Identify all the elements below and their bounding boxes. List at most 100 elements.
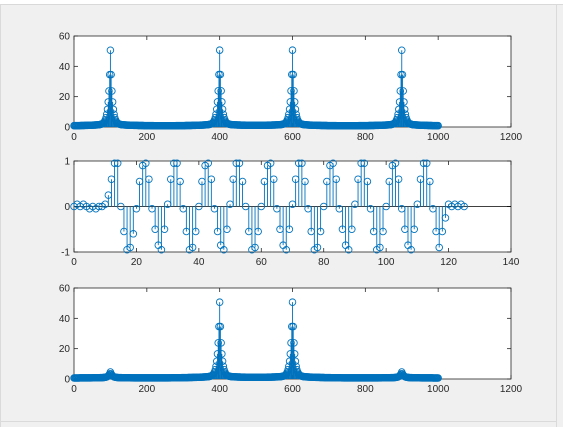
x-tick-label: 20 <box>131 257 143 268</box>
stem-marker <box>218 357 227 366</box>
stem-marker <box>223 225 231 233</box>
stem-marker <box>288 298 297 306</box>
stem-marker <box>235 159 244 168</box>
x-tick-label: 120 <box>440 257 457 268</box>
stem-marker <box>126 243 134 252</box>
stem-marker <box>298 159 306 168</box>
stem-marker <box>290 98 299 106</box>
stem-marker <box>434 121 442 130</box>
stem-marker <box>160 225 169 233</box>
stem-marker <box>441 214 450 222</box>
stem-marker <box>285 225 294 233</box>
stem-marker <box>270 175 278 183</box>
stem-marker <box>394 175 403 183</box>
stem-marker <box>289 322 297 331</box>
stem-marker <box>400 105 409 114</box>
stem-marker <box>145 175 153 183</box>
stem-marker <box>292 362 300 370</box>
stem-marker <box>106 46 115 54</box>
stem-marker <box>360 159 369 168</box>
stem-marker <box>407 245 415 254</box>
stem-marker <box>400 98 408 106</box>
y-tick-label: 60 <box>59 284 71 295</box>
x-tick-label: 200 <box>138 384 155 395</box>
stem-marker <box>238 177 247 186</box>
x-tick-label: 0 <box>71 257 77 268</box>
stem-marker <box>254 227 262 236</box>
x-tick-label: 400 <box>211 132 228 143</box>
stem-marker <box>218 98 226 106</box>
stem-marker <box>191 227 200 236</box>
stem-marker <box>132 205 141 213</box>
stem-marker <box>363 177 372 186</box>
stem-marker <box>216 322 225 331</box>
stem-marker <box>287 87 295 95</box>
stem-marker <box>108 98 117 106</box>
y-tick-label: 0 <box>64 202 70 213</box>
stem-marker <box>460 202 468 211</box>
x-tick-label: 1200 <box>500 384 523 395</box>
y-tick-label: -1 <box>61 248 70 259</box>
x-tick-label: 800 <box>357 132 374 143</box>
y-tick-label: 1 <box>64 157 70 168</box>
stem-marker <box>157 245 166 254</box>
stem-marker <box>219 362 228 370</box>
x-tick-label: 800 <box>357 384 374 395</box>
stem-marker <box>398 70 407 79</box>
stem-marker <box>220 245 228 254</box>
stem-marker <box>435 243 443 252</box>
stem-marker <box>219 110 228 118</box>
stem-marker <box>251 243 259 252</box>
x-tick-label: 0 <box>71 132 77 143</box>
stem-marker <box>173 159 181 168</box>
stem-marker <box>396 87 405 95</box>
y-tick-label: 40 <box>59 62 71 73</box>
stem-marker <box>217 87 225 95</box>
stem-marker <box>292 110 300 118</box>
stem-marker <box>113 159 122 168</box>
window-right-edge <box>556 4 557 427</box>
x-tick-label: 80 <box>318 257 330 268</box>
stem-marker <box>290 87 298 95</box>
stem-marker <box>289 70 297 79</box>
stem-marker <box>107 70 115 79</box>
stem-marker <box>287 339 295 347</box>
stem-marker <box>344 245 353 254</box>
x-tick-label: 1000 <box>427 384 450 395</box>
stem-marker <box>422 159 431 168</box>
stem-marker <box>401 110 410 119</box>
stem-marker <box>329 159 337 168</box>
stem-marker <box>108 87 116 95</box>
stem-marker <box>215 46 224 54</box>
x-tick-label: 1200 <box>500 132 523 143</box>
stem-marker <box>217 339 225 347</box>
stem-marker <box>215 298 224 306</box>
stem-marker <box>218 350 226 358</box>
window-left-edge <box>0 4 1 427</box>
x-tick-label: 60 <box>256 257 268 268</box>
window-bottom-edge <box>0 421 557 422</box>
x-tick-label: 40 <box>193 257 205 268</box>
x-tick-label: 600 <box>284 384 301 395</box>
stem-marker <box>129 230 138 238</box>
stem-marker <box>109 105 118 114</box>
stem-marker <box>218 105 227 114</box>
x-tick-label: 1000 <box>427 132 450 143</box>
stem-marker <box>290 350 299 358</box>
stem-marker <box>426 177 434 186</box>
stem-marker <box>188 243 197 252</box>
axes-1: 0 200 400 600 800 1000 1200 0 20 40 60 <box>59 32 523 144</box>
stem-marker <box>216 70 225 79</box>
x-tick-label: 200 <box>138 132 155 143</box>
stem-marker <box>379 227 387 236</box>
axes-3: 0 200 400 600 800 1000 1200 0 20 40 60 <box>59 284 523 396</box>
stem-marker <box>266 159 275 168</box>
stem-marker <box>291 105 300 114</box>
y-tick-label: 0 <box>64 123 70 134</box>
stem-marker <box>376 243 384 252</box>
x-tick-label: 140 <box>503 257 520 268</box>
axes-2: 0 20 40 60 80 100 120 140-101 <box>61 157 520 269</box>
stem-marker <box>438 227 447 236</box>
